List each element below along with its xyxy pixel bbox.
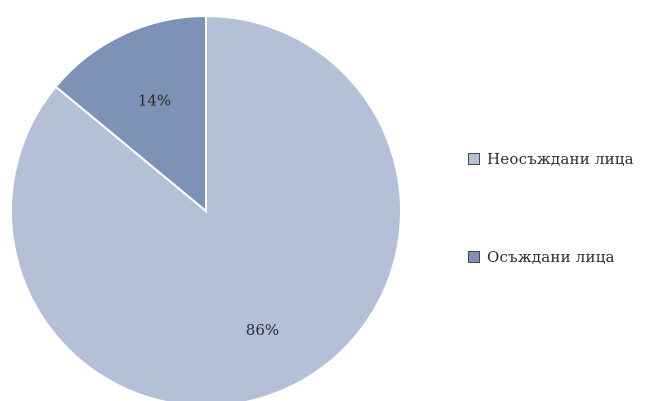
legend-swatch-convicted: [468, 251, 480, 263]
pie-label-unconvicted: 86%: [246, 321, 279, 339]
chart-legend: Неосъждани лица Осъждани лица: [468, 148, 634, 268]
legend-item-convicted: Осъждани лица: [468, 246, 634, 268]
pie-slice-convicted: [54, 14, 207, 214]
legend-swatch-unconvicted: [468, 153, 480, 165]
pie-label-convicted: 14%: [138, 92, 171, 110]
pie-slice-unconvicted: [10, 14, 402, 401]
legend-label-convicted: Осъждани лица: [487, 248, 615, 266]
legend-item-unconvicted: Неосъждани лица: [468, 148, 634, 170]
legend-label-unconvicted: Неосъждани лица: [487, 150, 634, 168]
